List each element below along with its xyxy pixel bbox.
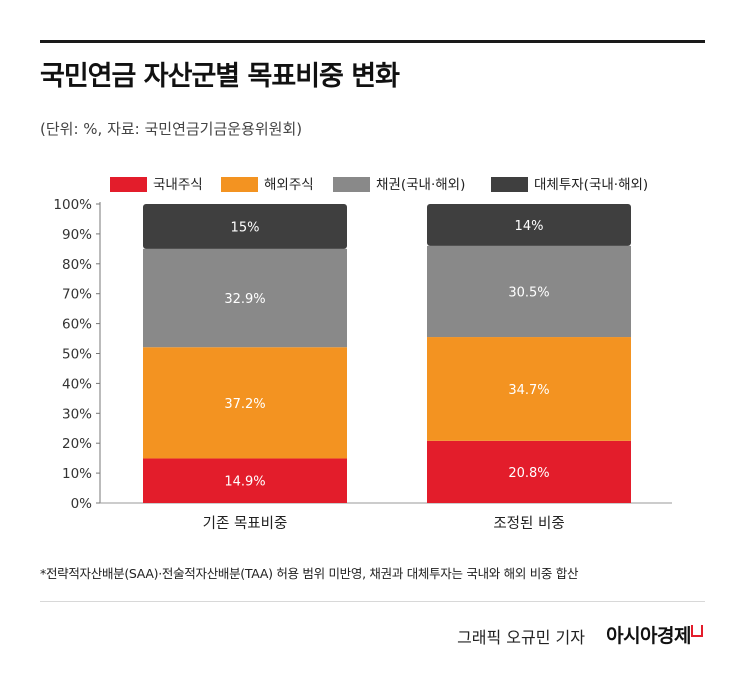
bar-segment — [427, 204, 631, 246]
y-tick-label: 50% — [62, 347, 92, 363]
y-tick-label: 90% — [62, 227, 92, 243]
bar-segment — [143, 347, 347, 459]
data-label: 30.5% — [508, 285, 549, 300]
y-tick-label: 100% — [53, 197, 92, 213]
legend-swatch — [221, 177, 258, 192]
brand-logo: 아시아경제 — [606, 625, 691, 647]
footnote: *전략적자산배분(SAA)·전술적자산배분(TAA) 허용 범위 미반영, 채권… — [40, 566, 579, 581]
data-label: 34.7% — [508, 383, 549, 398]
legend-swatch — [333, 177, 370, 192]
legend-label: 대체투자(국내·해외) — [534, 177, 648, 193]
chart-title: 국민연금 자산군별 목표비중 변화 — [40, 61, 400, 92]
y-tick-label: 30% — [62, 406, 92, 422]
x-category-label: 조정된 비중 — [493, 515, 564, 532]
data-label: 32.9% — [224, 292, 265, 307]
y-tick-label: 80% — [62, 257, 92, 273]
legend-label: 해외주식 — [264, 177, 314, 193]
bar-segment — [143, 458, 347, 503]
chart-subtitle: (단위: %, 자료: 국민연금기금운용위원회) — [40, 120, 303, 138]
data-label: 15% — [231, 220, 260, 235]
bar-segment — [427, 440, 631, 503]
y-tick-label: 0% — [71, 496, 93, 512]
data-label: 14% — [515, 219, 544, 234]
legend-swatch — [491, 177, 528, 192]
legend-swatch — [110, 177, 147, 192]
top-rule — [40, 40, 705, 43]
bar-segment — [427, 337, 631, 441]
bar-segment — [143, 248, 347, 348]
legend-label: 채권(국내·해외) — [376, 177, 465, 193]
graphic-credit: 그래픽 오규민 기자 — [457, 628, 585, 647]
bottom-rule — [40, 601, 705, 602]
y-tick-label: 70% — [62, 287, 92, 303]
brand-mark-icon — [691, 625, 703, 637]
y-tick-label: 60% — [62, 317, 92, 333]
data-label: 37.2% — [224, 397, 265, 412]
data-label: 14.9% — [224, 475, 265, 490]
bar-segment — [427, 245, 631, 338]
y-tick-label: 10% — [62, 466, 92, 482]
y-tick-label: 40% — [62, 376, 92, 392]
legend-label: 국내주식 — [153, 177, 203, 193]
stacked-bar-chart: 국내주식 해외주식 채권(국내·해외) 대체투자(국내·해외) 0% 10% 20% 30% 4… — [53, 177, 672, 532]
bar-segment — [143, 204, 347, 249]
y-tick-label: 20% — [62, 436, 92, 452]
x-category-label: 기존 목표비중 — [203, 515, 288, 532]
data-label: 20.8% — [508, 466, 549, 481]
